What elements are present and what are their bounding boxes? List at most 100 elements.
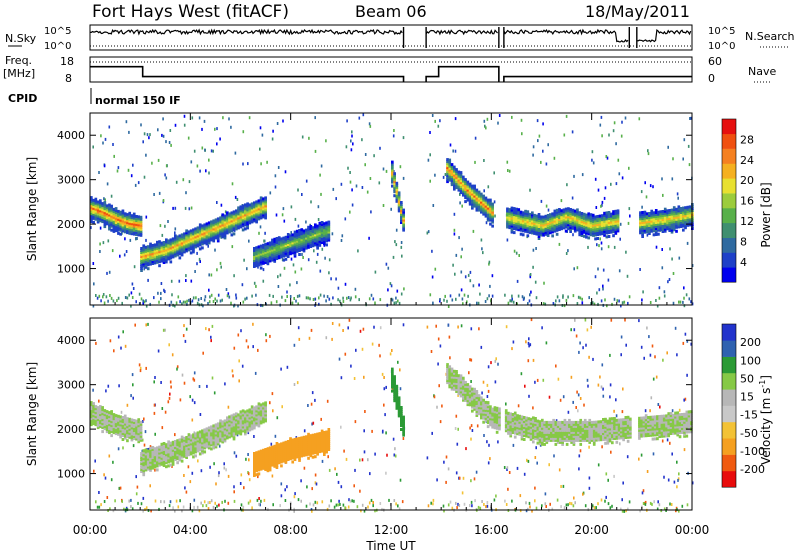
data-cell — [676, 485, 678, 489]
data-cell — [140, 462, 143, 465]
data-cell — [461, 204, 463, 208]
data-cell — [314, 229, 317, 233]
data-cell — [119, 254, 121, 258]
data-cell — [178, 242, 182, 246]
data-cell — [526, 230, 530, 234]
data-cell — [130, 418, 134, 422]
data-cell — [185, 279, 187, 282]
data-cell — [140, 452, 143, 455]
data-cell — [327, 224, 331, 228]
data-cell — [294, 270, 297, 274]
data-cell — [235, 213, 238, 217]
data-cell — [529, 273, 532, 276]
data-cell — [259, 262, 263, 266]
data-cell — [305, 220, 307, 224]
data-cell — [162, 117, 164, 121]
data-cell — [558, 226, 561, 229]
data-cell — [563, 133, 566, 137]
data-cell — [434, 267, 437, 271]
data-cell — [271, 254, 274, 258]
data-cell — [684, 220, 687, 224]
data-cell — [338, 323, 341, 327]
data-cell — [226, 221, 229, 225]
data-cell — [300, 499, 302, 503]
data-cell — [174, 448, 177, 451]
data-cell — [600, 214, 604, 218]
data-cell — [203, 231, 207, 235]
data-cell — [482, 204, 485, 208]
data-cell — [174, 450, 177, 453]
data-cell — [160, 452, 164, 456]
data-cell — [241, 218, 245, 222]
data-cell — [213, 391, 216, 395]
data-cell — [641, 233, 644, 236]
data-cell — [198, 452, 202, 456]
data-cell — [106, 271, 108, 275]
data-cell — [486, 218, 490, 222]
data-cell — [160, 245, 164, 249]
data-cell — [495, 494, 497, 498]
data-cell — [126, 225, 129, 229]
data-cell — [348, 498, 350, 502]
data-cell — [526, 214, 530, 218]
data-cell — [135, 219, 138, 222]
data-cell — [252, 345, 254, 349]
data-cell — [401, 254, 403, 258]
cpid-label: CPID — [8, 92, 37, 105]
data-cell — [648, 214, 651, 217]
data-cell — [652, 225, 656, 229]
data-cell — [142, 461, 146, 465]
data-cell — [262, 211, 265, 215]
data-cell — [216, 127, 218, 131]
data-cell — [205, 236, 209, 240]
data-cell — [132, 423, 136, 426]
data-cell — [219, 299, 222, 303]
data-cell — [682, 212, 685, 216]
data-cell — [160, 448, 164, 452]
data-cell — [213, 462, 215, 466]
data-cell — [466, 190, 470, 194]
data-cell — [648, 224, 651, 227]
data-cell — [551, 224, 554, 228]
data-cell — [686, 209, 690, 213]
data-cell — [110, 426, 113, 430]
data-cell — [455, 174, 458, 178]
data-cell — [466, 186, 470, 190]
data-cell — [558, 216, 561, 219]
data-cell — [578, 467, 580, 471]
data-cell — [670, 212, 674, 216]
data-cell — [117, 296, 120, 300]
data-cell — [645, 220, 649, 224]
data-cell — [614, 221, 618, 225]
data-cell — [585, 219, 588, 223]
data-cell — [560, 227, 563, 231]
data-cell — [372, 501, 374, 504]
data-cell — [560, 215, 563, 219]
data-cell — [672, 206, 676, 210]
data-cell — [528, 501, 531, 505]
data-cell — [310, 200, 312, 204]
data-cell — [162, 247, 166, 250]
data-cell — [600, 241, 603, 245]
data-cell — [305, 232, 308, 236]
data-cell — [450, 169, 454, 173]
data-cell — [114, 422, 118, 426]
data-cell — [259, 411, 263, 415]
data-cell — [230, 422, 234, 426]
data-cell — [262, 462, 265, 466]
data-cell — [246, 296, 248, 300]
data-cell — [448, 158, 452, 162]
data-cell — [521, 217, 525, 221]
data-cell — [99, 203, 102, 207]
data-cell — [255, 254, 258, 258]
data-cell — [183, 244, 186, 248]
data-cell — [151, 252, 155, 255]
data-cell — [450, 171, 454, 175]
data-cell — [128, 425, 132, 429]
data-cell — [110, 218, 113, 222]
data-cell — [268, 456, 272, 460]
data-cell — [196, 433, 200, 437]
data-cell — [447, 323, 450, 327]
data-cell — [219, 431, 222, 435]
